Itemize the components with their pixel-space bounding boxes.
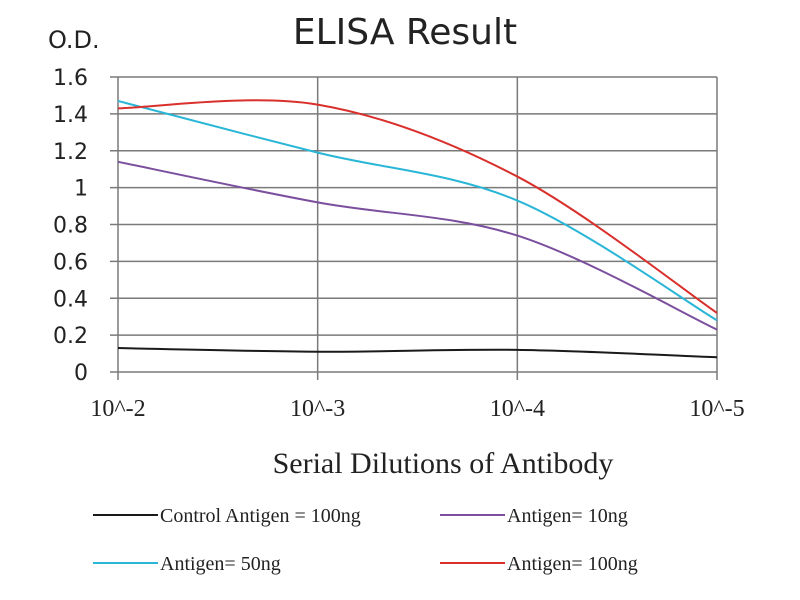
x-axis-label: Serial Dilutions of Antibody xyxy=(273,447,614,480)
y-tick-label: 0 xyxy=(74,361,88,386)
legend-label: Antigen= 10ng xyxy=(507,505,628,527)
x-tick-label: 10^-5 xyxy=(689,396,744,422)
y-tick-label: 1.4 xyxy=(53,103,88,128)
chart-title: ELISA Result xyxy=(293,12,517,53)
legend-label: Control Antigen = 100ng xyxy=(160,505,361,527)
legend-label: Antigen= 50ng xyxy=(160,553,281,575)
y-tick-label: 0.4 xyxy=(53,287,88,312)
series-line-1 xyxy=(117,160,718,331)
legend-item: Antigen= 100ng xyxy=(440,553,638,575)
y-tick-label: 0.6 xyxy=(53,250,88,275)
legend-item: Antigen= 50ng xyxy=(93,553,281,575)
series-line-2 xyxy=(117,100,718,322)
y-tick-label: 1.6 xyxy=(53,66,88,91)
x-tick-label: 10^-2 xyxy=(90,396,145,422)
x-tick-label: 10^-4 xyxy=(490,396,545,422)
series-line-3 xyxy=(117,99,718,314)
legend-item: Antigen= 10ng xyxy=(440,505,628,527)
y-tick-label: 0.2 xyxy=(53,324,88,349)
legend-item: Control Antigen = 100ng xyxy=(93,505,361,527)
legend-label: Antigen= 100ng xyxy=(507,553,638,575)
y-axis-label: O.D. xyxy=(48,26,100,54)
y-tick-label: 0.8 xyxy=(53,214,88,239)
x-tick-label: 10^-3 xyxy=(290,396,345,422)
y-tick-label: 1.2 xyxy=(53,140,88,165)
series-line-0 xyxy=(117,347,718,359)
y-tick-label: 1 xyxy=(74,177,88,202)
